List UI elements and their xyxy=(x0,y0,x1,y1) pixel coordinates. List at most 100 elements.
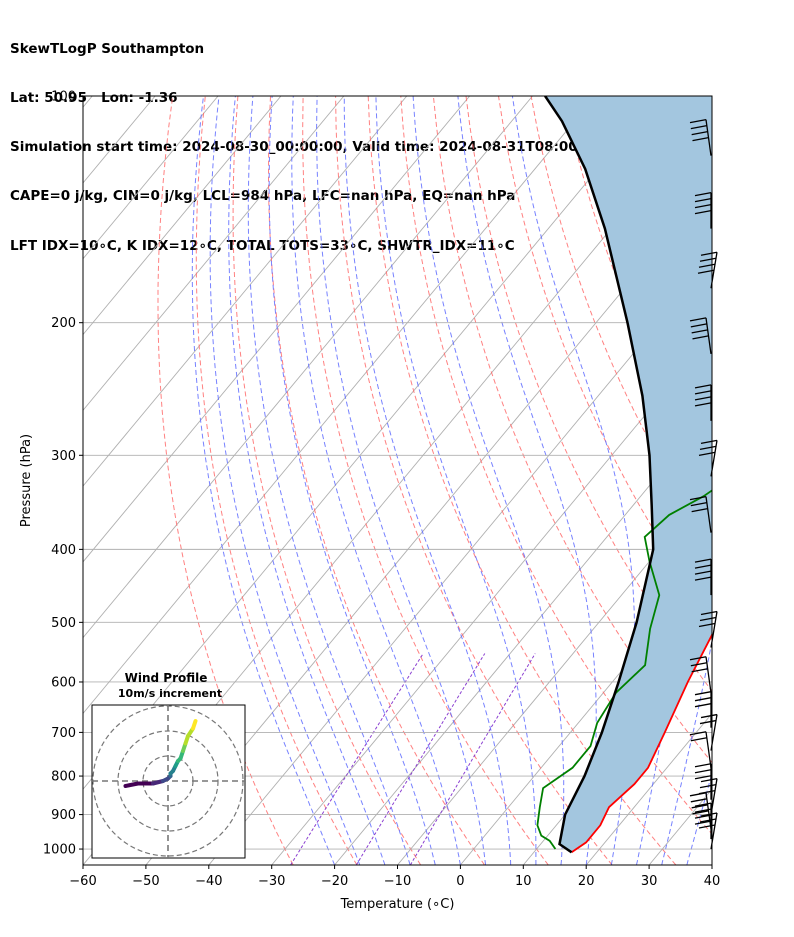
x-axis-label: Temperature (∘C) xyxy=(340,897,455,912)
isotherm-line xyxy=(83,96,93,108)
y-tick-label: 300 xyxy=(51,449,76,464)
isotherm-line xyxy=(397,485,712,865)
chart-title-block: SkewTLogP Southampton Lat: 50.95 Lon: -1… xyxy=(10,8,626,270)
dry-adiabat-line xyxy=(465,96,712,692)
wind-barb-flag xyxy=(694,402,712,407)
wind-barb xyxy=(694,191,712,229)
wind-barb xyxy=(699,713,718,751)
wind-barb-flag xyxy=(689,495,707,501)
hodograph-body xyxy=(92,705,245,858)
moist-adiabat-line xyxy=(343,96,512,865)
dry-adiabat-line xyxy=(157,96,294,865)
isotherm-line xyxy=(711,864,712,865)
y-axis-label: Pressure (hPa) xyxy=(19,434,34,527)
wind-barb-flag xyxy=(698,451,716,457)
isotherm-line xyxy=(83,96,282,336)
dry-adiabat-line xyxy=(759,96,794,865)
x-tick-label: −30 xyxy=(258,874,285,889)
moist-adiabat-line xyxy=(268,96,436,865)
wind-barb xyxy=(689,317,712,354)
x-tick-label: −20 xyxy=(321,874,348,889)
x-tick-label: −50 xyxy=(132,874,159,889)
wind-barb xyxy=(689,118,712,156)
wind-barb-staff xyxy=(705,731,712,768)
wind-barb xyxy=(694,691,712,728)
wind-barb-flag xyxy=(694,802,712,807)
wind-barb-flag xyxy=(699,257,717,262)
y-tick-label: 700 xyxy=(51,726,76,741)
moist-adiabat-line xyxy=(291,96,461,865)
wind-barb xyxy=(694,384,712,421)
isotherm-line xyxy=(585,712,712,865)
wind-barb-flag xyxy=(694,703,712,708)
wind-barb-flag xyxy=(691,130,708,136)
wind-barb-flag xyxy=(699,783,717,789)
wind-barb-flag xyxy=(689,656,707,661)
wind-barb-flag xyxy=(694,564,712,569)
wind-barb xyxy=(698,777,718,815)
wind-barb-flag xyxy=(690,323,707,328)
temperature-line xyxy=(571,632,712,854)
wind-barb-flag xyxy=(691,668,708,673)
mixing-ratio-line xyxy=(409,653,536,865)
moist-adiabat-line xyxy=(209,96,361,865)
isotherm-line xyxy=(208,258,712,865)
wind-barb-flag xyxy=(694,769,712,774)
wind-barb-flag xyxy=(691,804,708,809)
wind-barb xyxy=(694,558,712,596)
wind-barb-flag xyxy=(694,396,712,401)
wind-barb-flag xyxy=(690,124,707,130)
hodograph-inset: Wind Profile 10m/s increment xyxy=(91,671,246,859)
isotherm-line xyxy=(83,96,345,412)
isotherm-line xyxy=(83,96,408,487)
wind-barb-flag xyxy=(699,445,717,451)
y-tick-label: 200 xyxy=(51,316,76,331)
sounding-profiles xyxy=(536,96,712,854)
wind-barb-flag xyxy=(694,209,712,215)
wind-barb xyxy=(698,812,718,850)
wind-barbs xyxy=(689,118,718,850)
y-tick-label: 100 xyxy=(51,90,76,105)
wind-barb-flag xyxy=(700,777,718,783)
wind-barb-flag xyxy=(699,616,717,622)
wind-barb-flag xyxy=(694,775,712,780)
moist-adiabat-line xyxy=(511,96,636,865)
wind-barb-flag xyxy=(694,691,712,696)
wind-barb-flag xyxy=(689,317,707,322)
wind-barb-flag xyxy=(692,335,709,340)
wind-barb-flag xyxy=(700,439,718,445)
moist-adiabat-line xyxy=(375,96,537,865)
axes: −60 −50 −40 −30 −20 −10 0 10 20 30 40 100 200 300 400 5… xyxy=(19,90,720,913)
isotherm-line xyxy=(83,96,219,260)
y-tick-label: 900 xyxy=(51,808,76,823)
wind-barb-flag xyxy=(698,824,716,829)
hodograph-subtitle: 10m/s increment xyxy=(118,687,222,700)
dry-adiabat-line xyxy=(195,96,358,865)
hodograph-segment xyxy=(123,781,140,788)
wind-barb-flag xyxy=(697,269,715,274)
wind-barb-flag xyxy=(690,798,707,803)
wind-barb-flag xyxy=(690,662,707,667)
wind-barb-flag xyxy=(700,713,718,719)
wind-barb-flag xyxy=(691,329,708,334)
wind-barb-flag xyxy=(691,507,708,513)
isotherm-line xyxy=(83,96,596,715)
chart-title: SkewTLogP Southampton xyxy=(10,40,205,57)
wind-barb-flag xyxy=(694,558,712,563)
wind-barb-flag xyxy=(694,384,712,389)
wind-barb-flag xyxy=(694,390,712,395)
dry-adiabat-line xyxy=(530,96,712,548)
isotherm-line xyxy=(83,96,471,563)
x-tick-label: 10 xyxy=(515,874,532,889)
y-tick-label: 500 xyxy=(51,616,76,631)
dry-adiabat-line xyxy=(367,96,677,865)
wind-barb-flag xyxy=(699,719,717,725)
moist-adiabat-line xyxy=(316,96,487,865)
wind-barb-flag xyxy=(699,818,717,823)
dry-adiabat-line xyxy=(302,96,549,865)
parcel-line xyxy=(544,96,655,854)
dry-adiabat-line xyxy=(232,96,422,865)
wind-barb-flag xyxy=(694,576,712,581)
y-tick-label: 400 xyxy=(51,543,76,558)
